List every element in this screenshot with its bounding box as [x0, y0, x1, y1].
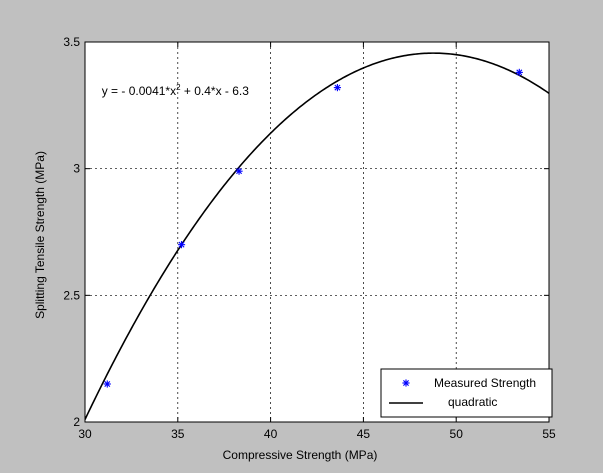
x-tick-label: 35 [171, 427, 185, 441]
x-tick-label: 40 [264, 427, 278, 441]
data-point-measured [103, 380, 111, 388]
x-axis-label: Compressive Strength (MPa) [223, 448, 378, 462]
legend-label-measured: Measured Strength [434, 376, 536, 390]
plot-area [85, 42, 549, 422]
axis-ticks: 30 35 40 45 50 55 2 2.5 3 3.5 [63, 35, 556, 441]
equation-suffix: + 0.4*x - 6.3 [181, 84, 250, 98]
data-point-measured [235, 167, 243, 175]
axes-box [84, 41, 550, 423]
legend: Measured Strength quadratic [380, 368, 553, 418]
legend-label-quadratic: quadratic [448, 395, 497, 409]
legend-marker-measured [402, 379, 410, 387]
legend-star-icon [402, 379, 410, 387]
legend-box [380, 368, 553, 418]
y-tick-label: 2 [73, 415, 80, 429]
y-tick-label: 3 [73, 162, 80, 176]
equation-exponent: 2 [176, 83, 181, 92]
y-axis-label: Splitting Tensile Strength (MPa) [33, 151, 47, 319]
equation-annotation: y = - 0.0041*x2 + 0.4*x - 6.3 [102, 83, 250, 98]
series-line-quadratic [85, 52, 549, 420]
equation-prefix: y = - 0.0041*x [102, 84, 176, 98]
y-tick-label: 3.5 [63, 35, 80, 49]
data-point-measured [177, 241, 186, 249]
x-tick-label: 55 [542, 427, 556, 441]
curve-layer [85, 52, 549, 420]
marker-layer [103, 68, 523, 388]
grid-lines [85, 42, 549, 422]
x-tick-label: 30 [78, 427, 92, 441]
data-point-measured [333, 84, 342, 92]
data-point-measured [515, 68, 523, 76]
x-tick-label: 50 [450, 427, 464, 441]
y-tick-label: 2.5 [63, 288, 80, 302]
x-tick-label: 45 [357, 427, 371, 441]
